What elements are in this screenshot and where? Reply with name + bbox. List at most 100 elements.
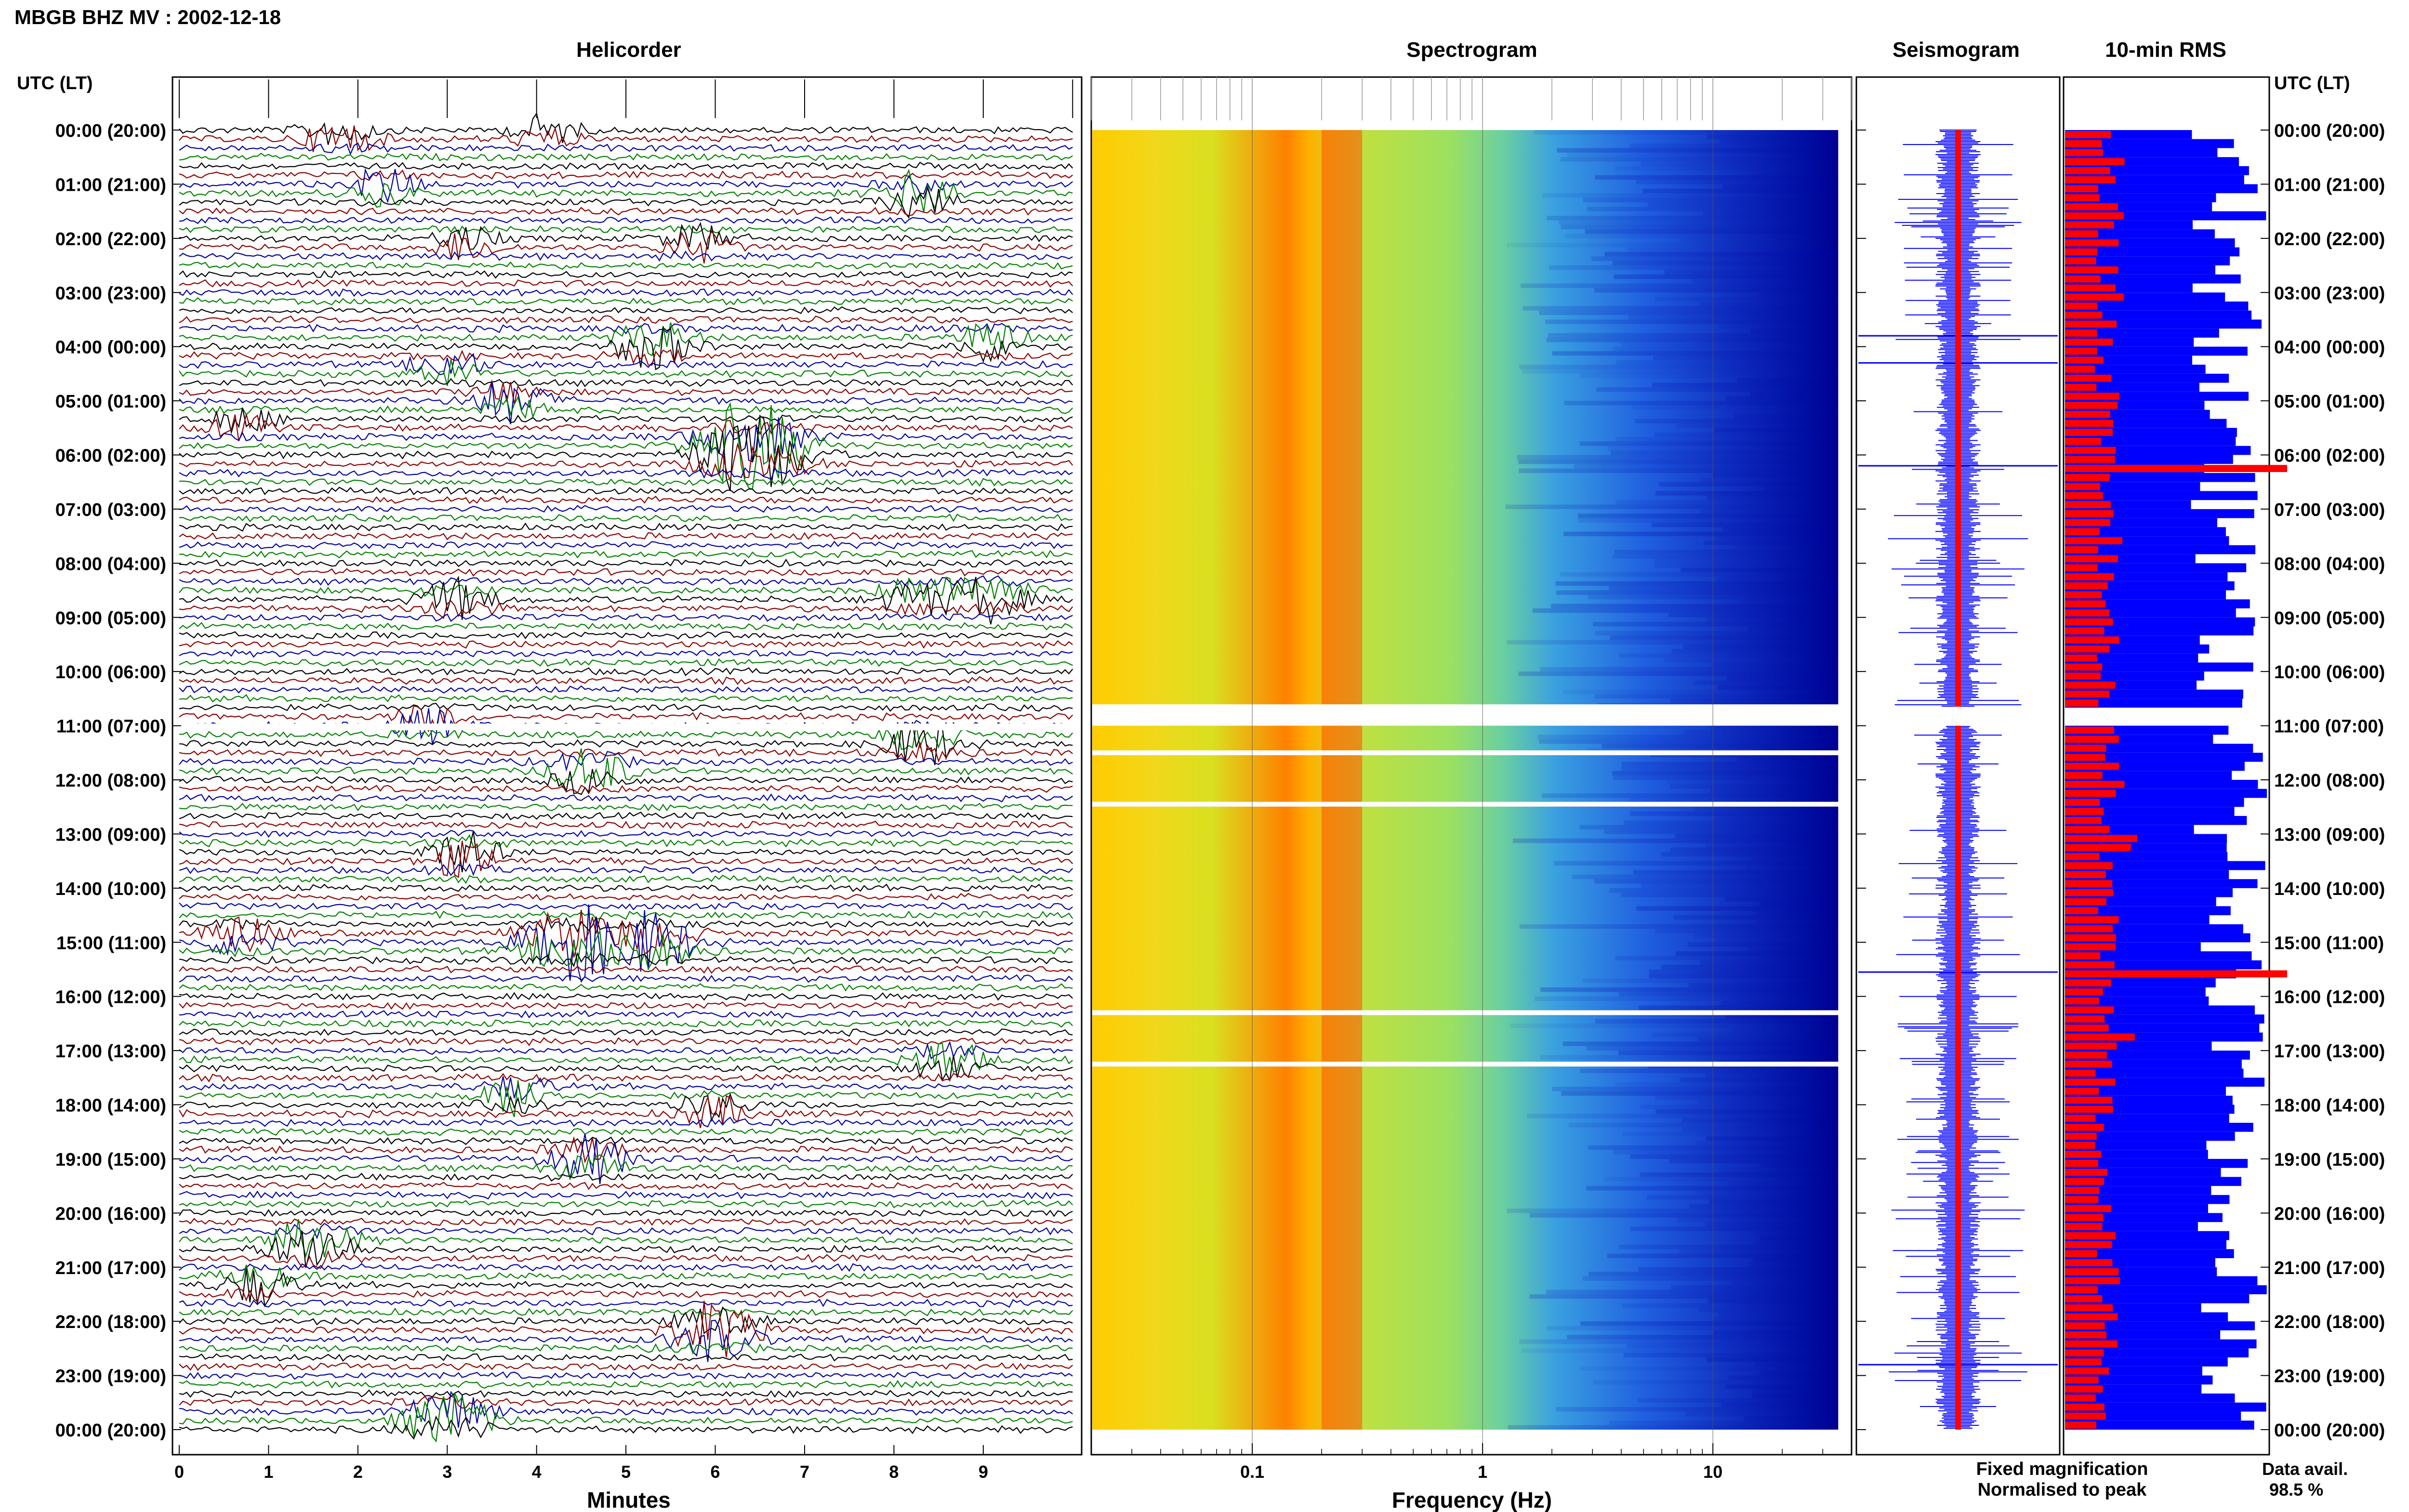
spectrogram-row-texture (1613, 775, 1839, 780)
spectrogram-row-texture (1564, 234, 1839, 238)
rms-fixed-bar (2065, 771, 2232, 780)
rms-normalised-bar (2065, 600, 2106, 608)
time-label-right: 20:00 (16:00) (2274, 1204, 2385, 1224)
spectrogram-row-texture (1529, 1294, 1839, 1299)
data-availability-value: 98.5 % (2269, 1480, 2323, 1499)
spectrogram-x-tick-label: 10 (1703, 1462, 1722, 1482)
spectrogram-row-texture (1579, 441, 1839, 446)
spectrogram-row-texture (1639, 1005, 1839, 1010)
rms-normalised-bar (2065, 410, 2110, 418)
spectrogram-row-texture (1717, 1168, 1839, 1173)
rms-normalised-bar (2065, 194, 2100, 201)
rms-normalised-bar (2065, 158, 2125, 165)
spectrogram-row-texture (1748, 947, 1839, 951)
rms-normalised-bar (2065, 1295, 2103, 1302)
helicorder-trace (179, 323, 1073, 334)
rms-fixed-bar (2065, 229, 2215, 238)
spectrogram-row-texture (1560, 572, 1839, 577)
rms-normalised-bar (2065, 1088, 2099, 1095)
rms-fixed-bar (2065, 599, 2250, 609)
helicorder-trace (179, 279, 1073, 289)
rms-normalised-bar (2065, 564, 2098, 572)
rms-fixed-bar (2065, 256, 2230, 266)
time-label-left: 09:00 (05:00) (55, 608, 166, 629)
rms-normalised-bar (2065, 149, 2103, 157)
rms-normalised-bar (2065, 501, 2111, 508)
helicorder-trace (179, 467, 1073, 480)
time-label-left: 00:00 (20:00) (55, 121, 166, 141)
rms-fixed-bar (2065, 1131, 2235, 1141)
rms-fixed-bar (2065, 1051, 2250, 1060)
helicorder-trace (179, 297, 1073, 306)
spectrogram-gap (1092, 1062, 1840, 1067)
spectrogram-row-texture (1652, 1032, 1839, 1037)
spectrogram-row-texture (1700, 960, 1839, 965)
spectrogram-row-texture (1727, 676, 1839, 681)
spectrogram-row-texture (1580, 1068, 1839, 1073)
rms-title: 10-min RMS (2105, 38, 2226, 62)
rms-normalised-bar (2065, 167, 2110, 174)
helicorder-trace (179, 270, 1073, 279)
helicorder-trace (179, 831, 1073, 872)
rms-fixed-bar (2065, 870, 2229, 880)
rms-fixed-bar (2065, 951, 2252, 960)
rms-fixed-bar (2065, 148, 2218, 158)
rms-fixed-bar (2065, 310, 2252, 320)
time-label-right: 09:00 (05:00) (2274, 608, 2385, 629)
rms-normalised-bar (2065, 799, 2100, 806)
spectrogram-row-texture (1540, 667, 1839, 672)
spectrogram-row-texture (1654, 432, 1839, 437)
spectrogram-row-texture (1616, 360, 1839, 365)
rms-normalised-bar (2065, 1412, 2106, 1420)
spectrogram-row-texture (1635, 419, 1839, 423)
rms-normalised-bar (2065, 402, 2118, 409)
spectrogram-row-texture (1722, 184, 1839, 189)
rms-fixed-bar (2065, 1023, 2260, 1033)
rms-normalised-bar (2065, 1196, 2099, 1203)
spectrogram-row-texture (1586, 1186, 1839, 1191)
helicorder-trace (179, 1117, 1073, 1128)
helicorder-trace (179, 1190, 1073, 1200)
spectrogram-row-texture (1665, 780, 1839, 785)
rms-normalised-bar (2065, 1223, 2103, 1230)
helicorder-trace (179, 381, 1073, 424)
helicorder-trace (179, 486, 1073, 496)
spectrogram-gap (1092, 750, 1840, 755)
spectrogram-row-texture (1505, 504, 1839, 509)
helicorder-trace (179, 811, 1073, 820)
rms-normalised-bar (2065, 1232, 2116, 1239)
spectrogram-row-texture (1594, 879, 1839, 884)
time-label-right: 18:00 (14:00) (2274, 1096, 2385, 1116)
rms-fixed-bar (2065, 1195, 2230, 1204)
rms-fixed-bar (2065, 689, 2243, 699)
rms-fixed-bar (2065, 563, 2247, 573)
spectrogram-row-texture (1572, 874, 1839, 880)
helicorder-trace (179, 478, 1073, 487)
spectrogram-row-texture (1578, 513, 1839, 518)
spectrogram-row-texture (1725, 1014, 1839, 1019)
helicorder-trace (179, 558, 1073, 568)
spectrogram-row-texture (1721, 1402, 1839, 1407)
time-label-left: 03:00 (23:00) (55, 283, 166, 303)
helicorder-trace (179, 875, 1073, 884)
helicorder-trace (179, 883, 1073, 893)
spectrogram-row-texture (1707, 617, 1839, 622)
helicorder-trace (179, 1306, 1073, 1334)
time-label-left: 10:00 (06:00) (55, 662, 166, 683)
rms-normalised-bar (2065, 555, 2118, 563)
helicorder-trace (179, 125, 1073, 152)
spectrogram-row-texture (1610, 635, 1839, 640)
helicorder-trace (179, 315, 1073, 324)
spectrogram-row-texture (1680, 567, 1839, 573)
rms-normalised-bar (2065, 1105, 2113, 1113)
helicorder-trace (179, 1299, 1073, 1308)
spectrogram-row-texture (1519, 924, 1839, 929)
spectrogram-row-texture (1673, 915, 1839, 920)
helicorder-trace (179, 575, 1073, 587)
helicorder-x-tick-label: 0 (174, 1462, 184, 1482)
spectrogram-row-texture (1655, 1095, 1839, 1101)
helicorder-trace (179, 402, 1073, 490)
seismogram-gap (1857, 707, 2059, 726)
spectrogram-row-texture (1548, 333, 1839, 338)
spectrogram-row-texture (1642, 188, 1839, 194)
